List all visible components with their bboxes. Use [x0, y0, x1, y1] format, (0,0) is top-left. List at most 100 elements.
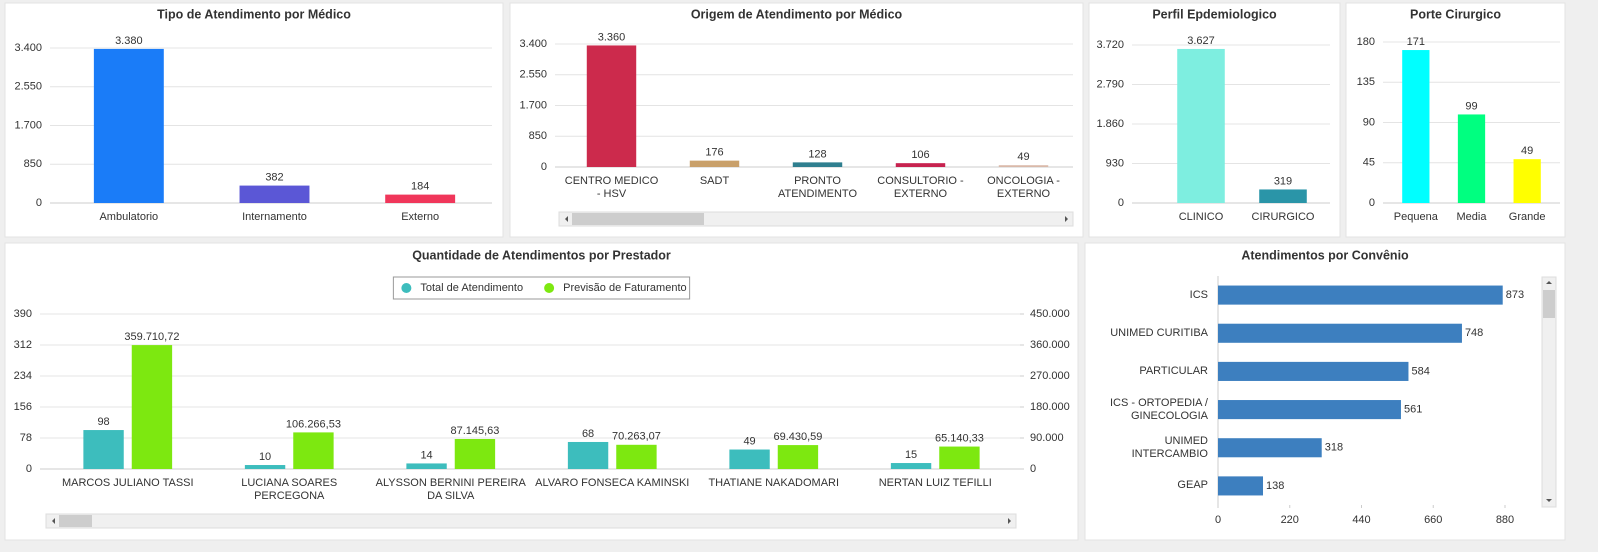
label-box: LUCIANA SOARES PERCEGONA: [241, 477, 338, 502]
bar: [454, 438, 496, 469]
scroll-down[interactable]: [1546, 499, 1552, 502]
label-box: PRONTO ATENDIMENTO: [778, 175, 857, 200]
label-box: Media: [1456, 211, 1487, 223]
value-label: 748: [1465, 327, 1483, 339]
chart-title: Porte Cirurgico: [1410, 7, 1501, 21]
bar: [1218, 476, 1264, 496]
label-box: SADT: [700, 175, 729, 187]
scroll-up[interactable]: [1546, 281, 1552, 284]
value-label: 99: [1465, 100, 1477, 112]
y-tick-label: 850: [24, 158, 42, 170]
y-tick-label: 1.860: [1096, 118, 1124, 130]
value-label: 14: [420, 449, 432, 461]
x-tick-label: 220: [1281, 514, 1299, 526]
label-box: THATIANE NAKADOMARI: [708, 477, 840, 489]
h-scrollbar[interactable]: [558, 211, 1074, 227]
value-label: 10: [259, 451, 271, 463]
x-tick-label: Pequena: [1393, 211, 1438, 223]
y-tick-label: 180: [1357, 36, 1375, 48]
y-tick-label: 0: [541, 161, 547, 173]
y2-tick-label: 0: [1030, 463, 1036, 475]
scroll-left[interactable]: [565, 216, 568, 222]
y-tick-label: 0: [26, 463, 32, 475]
chart-title: Perfil Epdemiologico: [1152, 7, 1277, 21]
scroll-track: [1541, 276, 1557, 508]
x-tick-label: 440: [1352, 514, 1370, 526]
scroll-thumb[interactable]: [59, 515, 92, 527]
legend-box: [392, 276, 691, 300]
bar: [239, 185, 310, 203]
value-label: 49: [1521, 145, 1533, 157]
scroll-thumb[interactable]: [1543, 290, 1555, 318]
value-label: 382: [265, 171, 283, 183]
bar: [83, 430, 124, 469]
y-tick-label: GEAP: [1177, 479, 1208, 492]
label-box: ICS: [1190, 289, 1208, 301]
bar: [586, 45, 637, 167]
bar: [567, 441, 609, 469]
x-tick-label: CLINICO: [1178, 211, 1224, 223]
legend-label: Previsão de Faturamento: [563, 282, 687, 294]
x-tick-label: Ambulatorio: [99, 211, 159, 223]
value-label: 3.360: [598, 31, 626, 43]
y2-tick-label: 270.000: [1030, 370, 1070, 382]
value-label: 319: [1274, 175, 1292, 187]
y-tick-label: 2.790: [1096, 78, 1124, 90]
scroll-thumb[interactable]: [572, 213, 704, 225]
x-tick-label: NERTAN LUIZ TEFILLI: [878, 477, 992, 489]
value-label: 128: [808, 148, 826, 160]
y-tick-label: 850: [529, 130, 547, 142]
label-box: NERTAN LUIZ TEFILLI: [878, 477, 992, 489]
value-label: 65.140,33: [935, 432, 984, 444]
scroll-left[interactable]: [52, 518, 55, 524]
chart-title: Atendimentos por Convênio: [1241, 248, 1409, 262]
y-tick-label: 135: [1357, 76, 1375, 88]
bar: [777, 445, 819, 469]
value-label: 49: [1017, 151, 1029, 163]
value-label: 584: [1411, 365, 1429, 377]
value-label: 69.430,59: [773, 431, 822, 443]
y-tick-label: 0: [1118, 197, 1124, 209]
v-scrollbar[interactable]: [1541, 276, 1557, 508]
y-tick-label: PARTICULAR: [1139, 364, 1208, 377]
label-box: CENTRO MEDICO - HSV: [565, 175, 659, 200]
value-label: 3.380: [115, 35, 143, 47]
value-label: 68: [582, 428, 594, 440]
value-label: 138: [1266, 480, 1284, 492]
scroll-right[interactable]: [1008, 518, 1011, 524]
y-tick-label: 1.700: [519, 99, 547, 111]
h-scrollbar[interactable]: [45, 513, 1017, 529]
value-label: 184: [411, 181, 429, 193]
value-label: 15: [905, 449, 917, 461]
x-tick-label: ALVARO FONSECA KAMINSKI: [535, 477, 690, 489]
y-tick-label: 390: [14, 308, 32, 320]
bar: [616, 444, 657, 469]
label-box: Grande: [1509, 211, 1546, 223]
value-label: 176: [705, 147, 723, 159]
label-box: CLINICO: [1178, 211, 1224, 223]
y-tick-label: 0: [36, 197, 42, 209]
bar: [895, 163, 946, 167]
bar: [293, 432, 334, 469]
x-tick-label: MARCOS JULIANO TASSI: [61, 477, 194, 489]
y-tick-label: 78: [20, 432, 32, 444]
x-tick-label: THATIANE NAKADOMARI: [708, 477, 840, 489]
value-label: 561: [1404, 403, 1422, 415]
chart-title: Origem de Atendimento por Médico: [691, 7, 903, 21]
scroll-right[interactable]: [1065, 216, 1068, 222]
label-box: PARTICULAR: [1139, 364, 1208, 377]
scroll-track: [45, 513, 1017, 529]
y-tick-label: 3.720: [1096, 39, 1124, 51]
label-box: CONSULTORIO - EXTERNO: [877, 175, 963, 200]
value-label: 359.710,72: [124, 331, 179, 343]
x-tick-label: CIRURGICO: [1251, 211, 1315, 223]
label-box: Externo: [401, 211, 439, 223]
y-tick-label: 312: [14, 339, 32, 351]
bar: [1513, 159, 1541, 203]
x-tick-label: LUCIANA SOARES PERCEGONA: [241, 477, 338, 502]
y-tick-label: 2.550: [14, 81, 42, 93]
x-tick-label: 0: [1215, 514, 1221, 526]
y-tick-label: 90: [1363, 116, 1375, 128]
x-tick-label: Media: [1456, 211, 1487, 223]
